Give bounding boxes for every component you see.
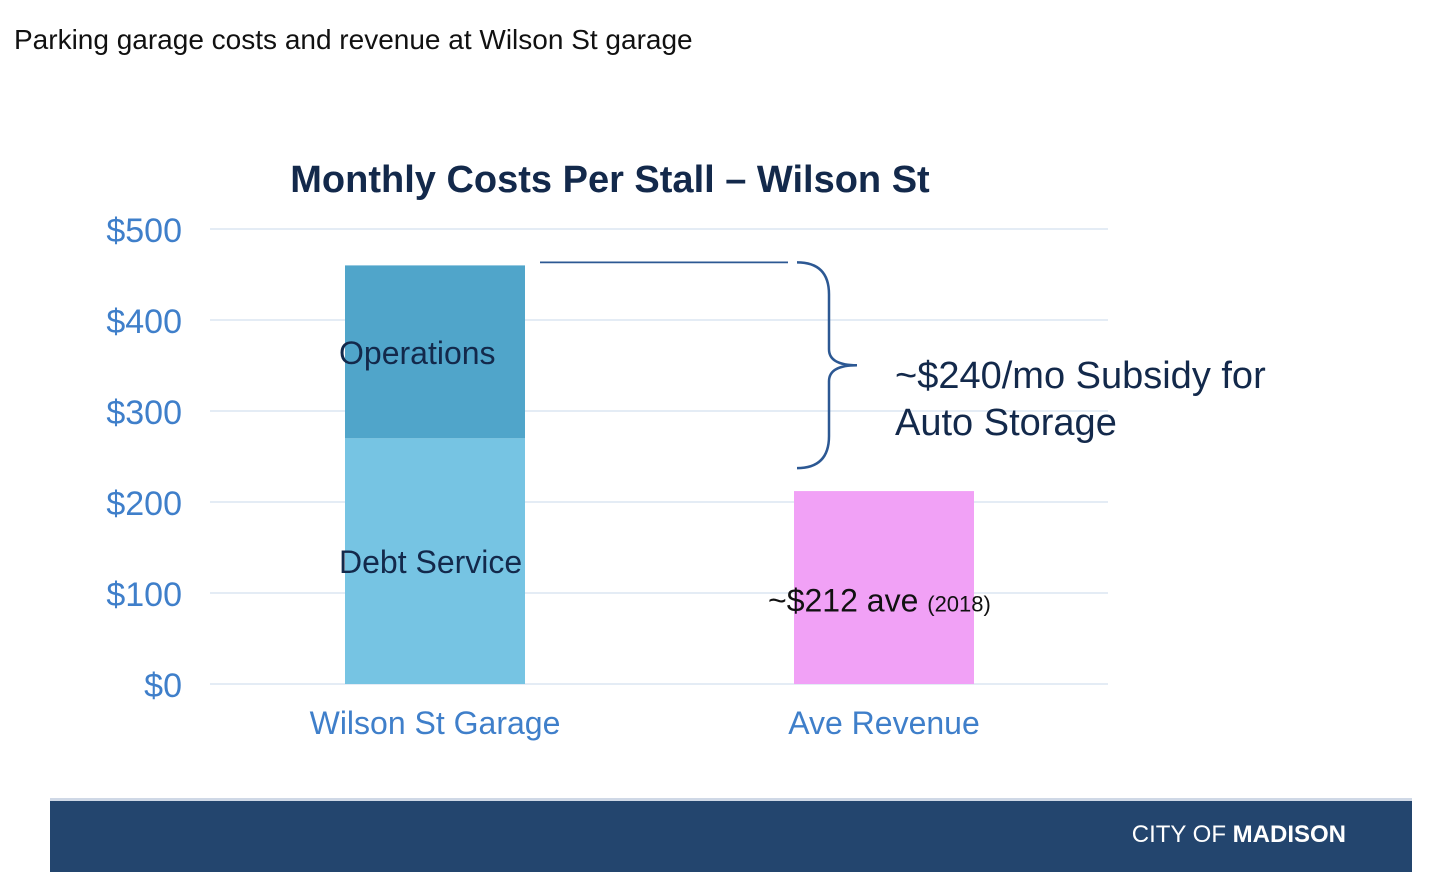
bar-labels: Operations Debt Service ~$212 ave (2018) (339, 335, 991, 619)
footer-org-name: MADISON (1232, 821, 1346, 848)
revenue-value: ~$212 ave (768, 583, 927, 619)
y-tick-label: $0 (144, 667, 182, 705)
x-axis: Wilson St Garage Ave Revenue (310, 705, 980, 741)
page-caption: Parking garage costs and revenue at Wils… (14, 24, 693, 55)
footer-org: CITY OF MADISON (1132, 821, 1346, 849)
revenue-year: (2018) (927, 592, 991, 617)
bar-212-ave (794, 491, 974, 684)
y-tick-label: $400 (106, 303, 182, 341)
debt-service-label: Debt Service (339, 544, 522, 580)
x-tick-label: Ave Revenue (788, 705, 980, 741)
y-tick-label: $500 (106, 212, 182, 250)
y-tick-label: $300 (106, 394, 182, 432)
bar-operations (345, 265, 525, 439)
subsidy-annotation: ~$240/mo Subsidy for Auto Storage (540, 261, 1266, 470)
y-axis: $0 $100 $200 $300 $400 $500 (106, 212, 182, 705)
footer-org-prefix: CITY OF (1131, 821, 1226, 848)
bars (345, 265, 974, 684)
cost-chart: Monthly Costs Per Stall – Wilson St $0 $1… (106, 159, 1266, 741)
revenue-label: ~$212 ave (2018) (768, 583, 991, 619)
operations-label: Operations (339, 335, 496, 371)
chart-title: Monthly Costs Per Stall – Wilson St (290, 159, 930, 201)
y-tick-label: $200 (106, 485, 182, 523)
subsidy-line2: Auto Storage (895, 402, 1117, 444)
bar-debt-service (345, 438, 525, 684)
curly-brace (796, 261, 858, 470)
subsidy-line1: ~$240/mo Subsidy for (895, 355, 1266, 397)
footer-bar: CITY OF MADISON (50, 798, 1412, 872)
y-tick-label: $100 (106, 576, 182, 614)
x-tick-label: Wilson St Garage (310, 705, 561, 741)
